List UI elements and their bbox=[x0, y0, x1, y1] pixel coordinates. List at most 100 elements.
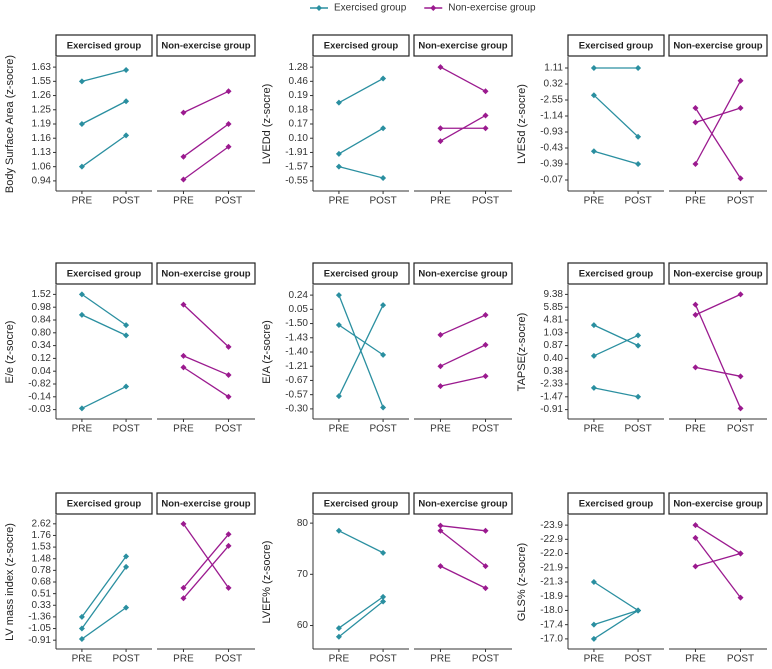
x-tick-label: PRE bbox=[430, 196, 451, 207]
y-tick-label: -1.91 bbox=[285, 147, 308, 158]
y-axis-label: GLS% (z-socre) bbox=[516, 543, 528, 621]
point bbox=[123, 322, 130, 329]
x-tick-label: PRE bbox=[173, 196, 194, 207]
y-tick-label: -22.9 bbox=[540, 534, 563, 545]
point bbox=[225, 531, 232, 538]
x-tick-label: PRE bbox=[685, 654, 706, 665]
x-tick-label: PRE bbox=[329, 654, 350, 665]
facet-strip bbox=[413, 262, 513, 285]
point bbox=[692, 311, 699, 318]
facet-title: Exercised group bbox=[579, 269, 654, 280]
point bbox=[635, 133, 642, 140]
point bbox=[437, 563, 444, 570]
point bbox=[78, 613, 85, 620]
facet-strip bbox=[413, 492, 513, 515]
series-line bbox=[81, 556, 127, 618]
point bbox=[437, 527, 444, 534]
point bbox=[590, 148, 597, 155]
y-axis-label: LVEF% (z-socre) bbox=[261, 541, 273, 624]
point bbox=[335, 527, 342, 534]
y-tick-label: -0.03 bbox=[28, 404, 51, 415]
x-tick-label: PRE bbox=[685, 196, 706, 207]
y-tick-label: 0.40 bbox=[544, 353, 564, 364]
point bbox=[78, 636, 85, 643]
point bbox=[335, 321, 342, 328]
point bbox=[180, 301, 187, 308]
y-tick-label: -0.93 bbox=[540, 127, 563, 138]
x-tick-label: PRE bbox=[173, 654, 194, 665]
point bbox=[180, 364, 187, 371]
series-line bbox=[338, 166, 384, 179]
facet-title: Exercised group bbox=[579, 499, 654, 510]
series-line bbox=[593, 581, 639, 611]
point bbox=[335, 633, 342, 640]
facet-strip bbox=[55, 262, 153, 285]
y-tick-label: -21.9 bbox=[540, 562, 563, 573]
point bbox=[437, 64, 444, 71]
y-tick-label: 4.81 bbox=[544, 315, 564, 326]
point bbox=[180, 109, 187, 116]
y-tick-label: -1.05 bbox=[28, 623, 51, 634]
x-tick-label: POST bbox=[727, 424, 754, 435]
x-tick-label: POST bbox=[369, 424, 396, 435]
y-tick-label: 0.32 bbox=[544, 79, 564, 90]
point bbox=[737, 373, 744, 380]
series-line bbox=[694, 304, 742, 409]
x-tick-label: PRE bbox=[584, 654, 605, 665]
y-tick-label: 0.34 bbox=[32, 340, 52, 351]
series-line bbox=[695, 107, 741, 124]
point bbox=[590, 92, 597, 99]
point bbox=[335, 625, 342, 632]
series-line bbox=[81, 607, 127, 640]
point bbox=[635, 65, 642, 71]
series-line bbox=[593, 387, 639, 398]
point bbox=[482, 527, 489, 534]
y-tick-label: 1.76 bbox=[32, 530, 52, 541]
facet-title: Non-exercise group bbox=[673, 41, 762, 52]
point bbox=[590, 579, 597, 585]
facet-title: Non-exercise group bbox=[161, 41, 250, 52]
y-tick-label: 1.13 bbox=[32, 147, 52, 158]
point bbox=[123, 563, 130, 570]
y-tick-label: -0.91 bbox=[28, 635, 51, 646]
point bbox=[437, 522, 444, 529]
y-tick-label: -2.33 bbox=[540, 379, 563, 390]
y-tick-label: 1.19 bbox=[32, 119, 52, 130]
series-line bbox=[338, 304, 384, 397]
facet-strip bbox=[55, 492, 153, 515]
y-tick-label: -0.14 bbox=[28, 391, 51, 402]
point bbox=[437, 331, 444, 338]
series-line bbox=[183, 146, 229, 180]
y-tick-label: -0.82 bbox=[28, 379, 51, 390]
y-tick-label: -1.50 bbox=[285, 318, 308, 329]
series-line bbox=[338, 530, 384, 554]
x-tick-label: PRE bbox=[685, 424, 706, 435]
series-line bbox=[593, 324, 639, 347]
point bbox=[180, 352, 187, 359]
point bbox=[123, 383, 130, 390]
point bbox=[737, 175, 744, 182]
x-tick-label: PRE bbox=[72, 654, 93, 665]
series-line bbox=[695, 366, 741, 377]
facet-strip bbox=[312, 492, 410, 515]
y-tick-label: 60 bbox=[297, 620, 309, 631]
facet-title: Exercised group bbox=[67, 269, 142, 280]
series-line bbox=[183, 123, 229, 158]
point bbox=[380, 75, 387, 82]
x-tick-label: POST bbox=[472, 424, 499, 435]
y-tick-label: -1.47 bbox=[540, 391, 563, 402]
y-tick-label: -1.40 bbox=[285, 347, 308, 358]
x-tick-label: POST bbox=[369, 196, 396, 207]
legend-label: Non-exercise group bbox=[448, 3, 536, 14]
point bbox=[335, 393, 342, 400]
facet-strip bbox=[413, 34, 513, 57]
y-tick-label: 1.26 bbox=[32, 90, 52, 101]
series-line bbox=[695, 552, 741, 567]
point bbox=[380, 351, 387, 358]
y-tick-label: -18.0 bbox=[540, 605, 563, 616]
series-line bbox=[183, 366, 229, 398]
y-tick-label: 0.12 bbox=[32, 353, 52, 364]
y-tick-label: -0.91 bbox=[540, 404, 563, 415]
facet-title: Exercised group bbox=[579, 41, 654, 52]
